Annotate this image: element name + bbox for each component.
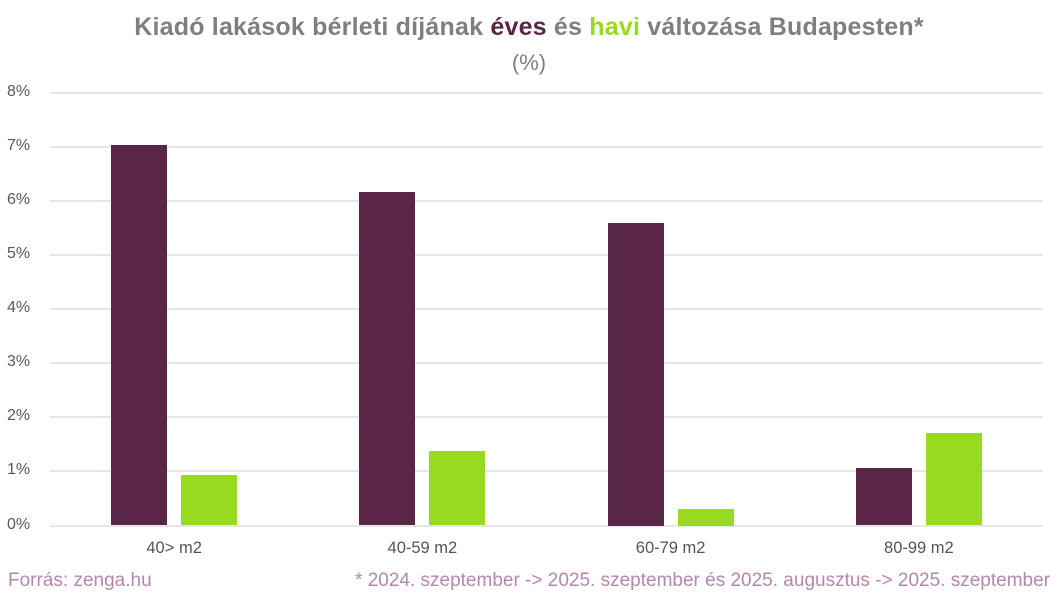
x-axis-category-label: 60-79 m2 <box>635 539 706 557</box>
bar-havi-40-59m2 <box>429 450 486 526</box>
y-axis-tick-label: 5% <box>7 245 31 263</box>
y-axis-tick-label: 3% <box>7 353 31 371</box>
x-axis-category-label: 40> m2 <box>146 539 202 557</box>
chart-title-segment: változása Budapesten* <box>640 13 924 41</box>
x-axis-category-label: 40-59 m2 <box>387 539 458 557</box>
bar-éves-60-79m2 <box>607 222 664 526</box>
gridline-2% <box>50 416 1043 419</box>
footnote-period: * 2024. szeptember -> 2025. szeptember é… <box>355 570 1050 591</box>
bar-havi-40>m2 <box>181 475 238 526</box>
y-axis-tick-label: 7% <box>7 137 31 155</box>
chart-title-monthly-highlight: havi <box>589 13 641 41</box>
chart-title-segment: Kiadó lakások bérleti díjának <box>134 13 491 41</box>
gridline-6% <box>50 200 1043 203</box>
source-credit: Forrás: zenga.hu <box>8 570 152 591</box>
chart-title: Kiadó lakások bérleti díjának éves és ha… <box>0 13 1058 42</box>
gridline-0% <box>50 524 1043 527</box>
gridline-3% <box>50 362 1043 365</box>
chart-title-segment: és <box>546 13 590 41</box>
gridline-1% <box>50 470 1043 473</box>
bar-éves-80-99m2 <box>855 467 912 526</box>
y-axis-tick-label: 2% <box>7 407 31 425</box>
y-axis-tick-label: 0% <box>7 515 31 533</box>
y-axis-tick-label: 4% <box>7 299 31 317</box>
gridline-4% <box>50 308 1043 311</box>
bar-havi-80-99m2 <box>925 432 982 526</box>
chart-subtitle-percent: (%) <box>511 50 547 75</box>
y-axis-tick-label: 8% <box>7 83 31 100</box>
y-axis-tick-label: 6% <box>7 191 31 209</box>
bar-éves-40-59m2 <box>359 192 416 526</box>
x-axis-category-label: 80-99 m2 <box>884 539 954 557</box>
gridline-7% <box>50 146 1043 149</box>
bar-éves-40>m2 <box>111 145 168 526</box>
bar-havi-60-79m2 <box>677 509 734 526</box>
gridline-8% <box>50 92 1043 94</box>
gridline-5% <box>50 254 1043 257</box>
chart-title-yearly-highlight: éves <box>490 13 547 41</box>
y-axis-tick-label: 1% <box>7 461 31 479</box>
